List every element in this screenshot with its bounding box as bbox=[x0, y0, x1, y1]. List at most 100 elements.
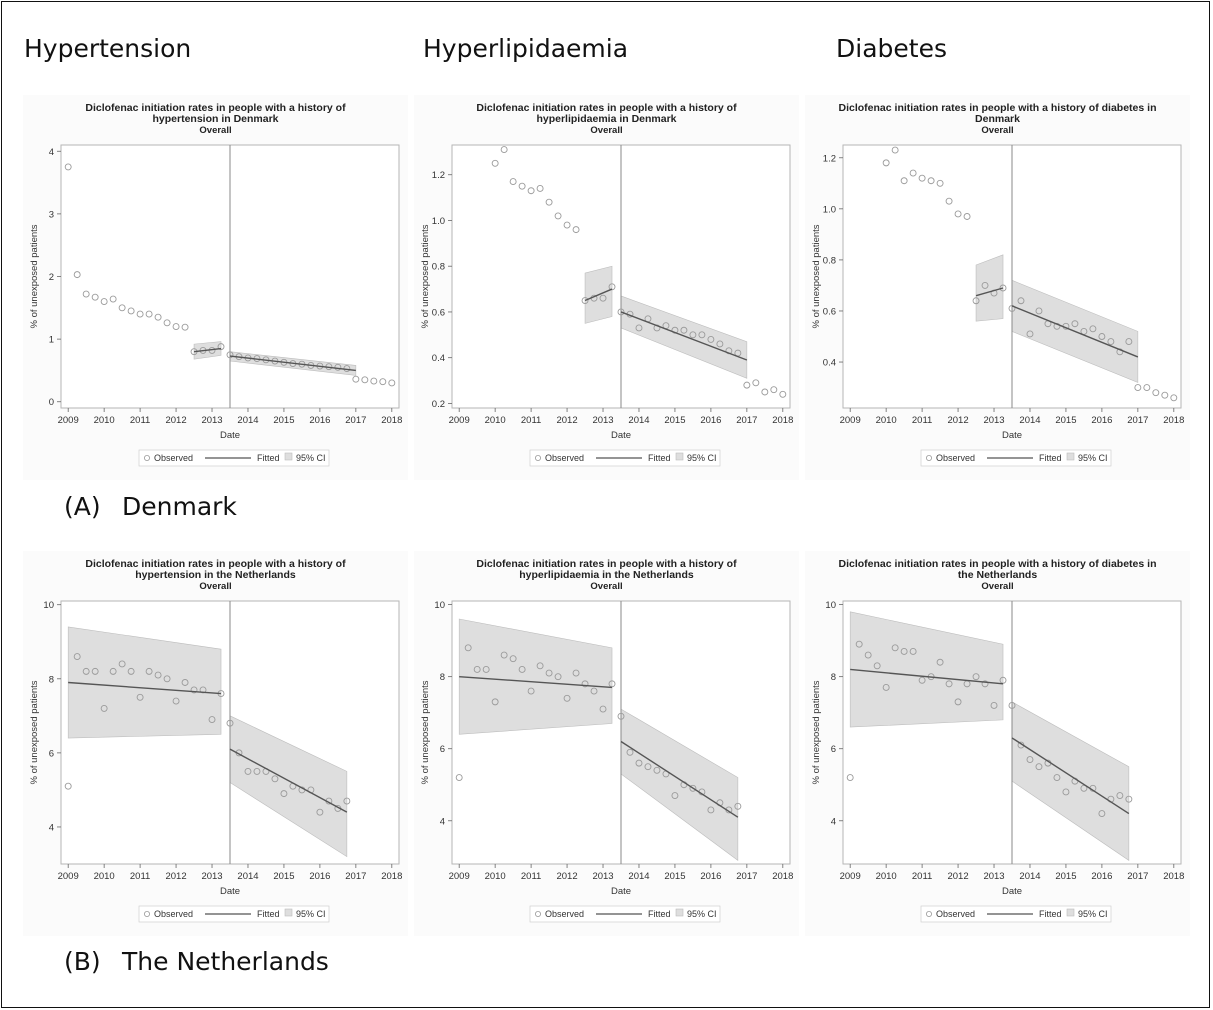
legend-observed-label: Observed bbox=[154, 909, 193, 919]
observed-point bbox=[154, 671, 162, 679]
observed-point bbox=[491, 159, 499, 167]
fitted-line bbox=[584, 288, 613, 302]
observed-point bbox=[1089, 325, 1097, 333]
legend-fitted-label: Fitted bbox=[648, 453, 671, 463]
observed-point bbox=[1017, 297, 1025, 305]
y-tick-label: 8 bbox=[440, 672, 445, 683]
legend-ci-label: 95% CI bbox=[1078, 909, 1108, 919]
observed-point bbox=[1035, 763, 1043, 771]
x-tick-label: 2017 bbox=[1127, 871, 1148, 882]
observed-point bbox=[100, 298, 108, 305]
legend-observed-symbol bbox=[144, 454, 151, 461]
ci-band bbox=[975, 254, 1004, 322]
x-tick-label: 2018 bbox=[1163, 415, 1184, 426]
chart-panel-nl-hypertension: Diclofenac initiation rates in people wi… bbox=[23, 551, 408, 936]
observed-point bbox=[563, 694, 571, 702]
observed-point bbox=[109, 667, 117, 675]
y-tick-label: 0.6 bbox=[432, 307, 445, 318]
observed-point bbox=[163, 675, 171, 683]
chart-title: Denmark bbox=[975, 113, 1020, 125]
observed-point bbox=[1161, 391, 1169, 399]
legend-observed-label: Observed bbox=[545, 909, 584, 919]
fitted-line bbox=[620, 740, 739, 818]
observed-point bbox=[981, 281, 989, 289]
observed-point bbox=[334, 363, 342, 371]
observed-point bbox=[900, 177, 908, 185]
observed-point bbox=[1053, 774, 1061, 781]
x-tick-label: 2011 bbox=[521, 871, 541, 882]
x-tick-label: 2015 bbox=[273, 871, 294, 882]
chart-subtitle: Overall bbox=[981, 581, 1013, 592]
observed-point bbox=[482, 666, 490, 673]
legend-ci-label: 95% CI bbox=[687, 453, 717, 463]
chart-panel-dk-diabetes: Diclofenac initiation rates in people wi… bbox=[805, 95, 1190, 480]
observed-point bbox=[864, 651, 872, 659]
column-header-hypertension: Hypertension bbox=[24, 34, 192, 63]
observed-point bbox=[945, 197, 953, 205]
legend-fitted-label: Fitted bbox=[1039, 453, 1062, 463]
fitted-line bbox=[193, 347, 222, 353]
observed-point bbox=[572, 669, 580, 677]
observed-point bbox=[644, 763, 652, 771]
column-header-hyperlipidaemia: Hyperlipidaemia bbox=[423, 34, 629, 63]
observed-point bbox=[1116, 792, 1124, 799]
observed-point bbox=[680, 326, 688, 334]
x-tick-label: 2015 bbox=[664, 871, 685, 882]
observed-point bbox=[1143, 384, 1151, 392]
legend-observed-label: Observed bbox=[936, 909, 975, 919]
x-tick-label: 2017 bbox=[1127, 415, 1148, 426]
observed-point bbox=[972, 673, 980, 681]
observed-point bbox=[509, 178, 517, 186]
chart-svg: Diclofenac initiation rates in people wi… bbox=[414, 551, 799, 936]
observed-point bbox=[1026, 330, 1034, 338]
x-tick-label: 2018 bbox=[772, 415, 793, 426]
chart-title: hypertension in the Netherlands bbox=[135, 569, 296, 581]
legend-ci-label: 95% CI bbox=[296, 453, 326, 463]
x-tick-label: 2017 bbox=[736, 415, 757, 426]
observed-point bbox=[500, 146, 508, 154]
y-tick-label: 0.6 bbox=[823, 306, 836, 317]
x-tick-label: 2014 bbox=[1019, 871, 1040, 882]
observed-point bbox=[1107, 338, 1115, 346]
x-tick-label: 2011 bbox=[912, 871, 932, 882]
section-tag: (A) bbox=[64, 492, 101, 521]
x-tick-label: 2014 bbox=[237, 871, 258, 882]
y-axis-label: % of unexposed patients bbox=[811, 224, 822, 328]
chart-svg: Diclofenac initiation rates in people wi… bbox=[805, 551, 1190, 936]
chart-title: Diclofenac initiation rates in people wi… bbox=[839, 102, 1157, 114]
x-tick-label: 2013 bbox=[201, 415, 222, 426]
chart-title: hyperlipidaemia in the Netherlands bbox=[519, 569, 694, 581]
legend-observed-symbol bbox=[535, 910, 542, 917]
x-tick-label: 2014 bbox=[1019, 415, 1040, 426]
observed-point bbox=[945, 680, 953, 688]
observed-point bbox=[73, 653, 81, 661]
x-tick-label: 2012 bbox=[556, 415, 577, 426]
y-tick-label: 10 bbox=[434, 600, 445, 611]
observed-point bbox=[954, 698, 962, 706]
observed-point bbox=[100, 704, 108, 712]
x-tick-label: 2009 bbox=[840, 871, 861, 882]
observed-point bbox=[316, 808, 324, 816]
observed-point bbox=[244, 767, 252, 775]
x-tick-label: 2013 bbox=[983, 871, 1004, 882]
observed-point bbox=[527, 687, 535, 695]
chart-svg: Diclofenac initiation rates in people wi… bbox=[414, 95, 799, 480]
observed-point bbox=[343, 797, 351, 805]
x-tick-label: 2011 bbox=[130, 415, 150, 426]
observed-point bbox=[900, 647, 908, 655]
observed-point bbox=[707, 335, 715, 343]
x-tick-label: 2010 bbox=[876, 415, 897, 426]
legend-ci-symbol bbox=[675, 908, 684, 917]
y-tick-label: 1 bbox=[49, 335, 54, 346]
x-tick-label: 2010 bbox=[94, 871, 115, 882]
observed-point bbox=[1116, 348, 1124, 356]
observed-point bbox=[1134, 384, 1142, 392]
y-tick-label: 1.2 bbox=[432, 170, 445, 181]
chart-panel-nl-diabetes: Diclofenac initiation rates in people wi… bbox=[805, 551, 1190, 936]
observed-point bbox=[1008, 304, 1016, 312]
x-tick-label: 2013 bbox=[983, 415, 1004, 426]
x-tick-label: 2009 bbox=[449, 415, 470, 426]
observed-point bbox=[1080, 784, 1088, 792]
observed-point bbox=[581, 680, 589, 688]
chart-svg: Diclofenac initiation rates in people wi… bbox=[805, 95, 1190, 480]
